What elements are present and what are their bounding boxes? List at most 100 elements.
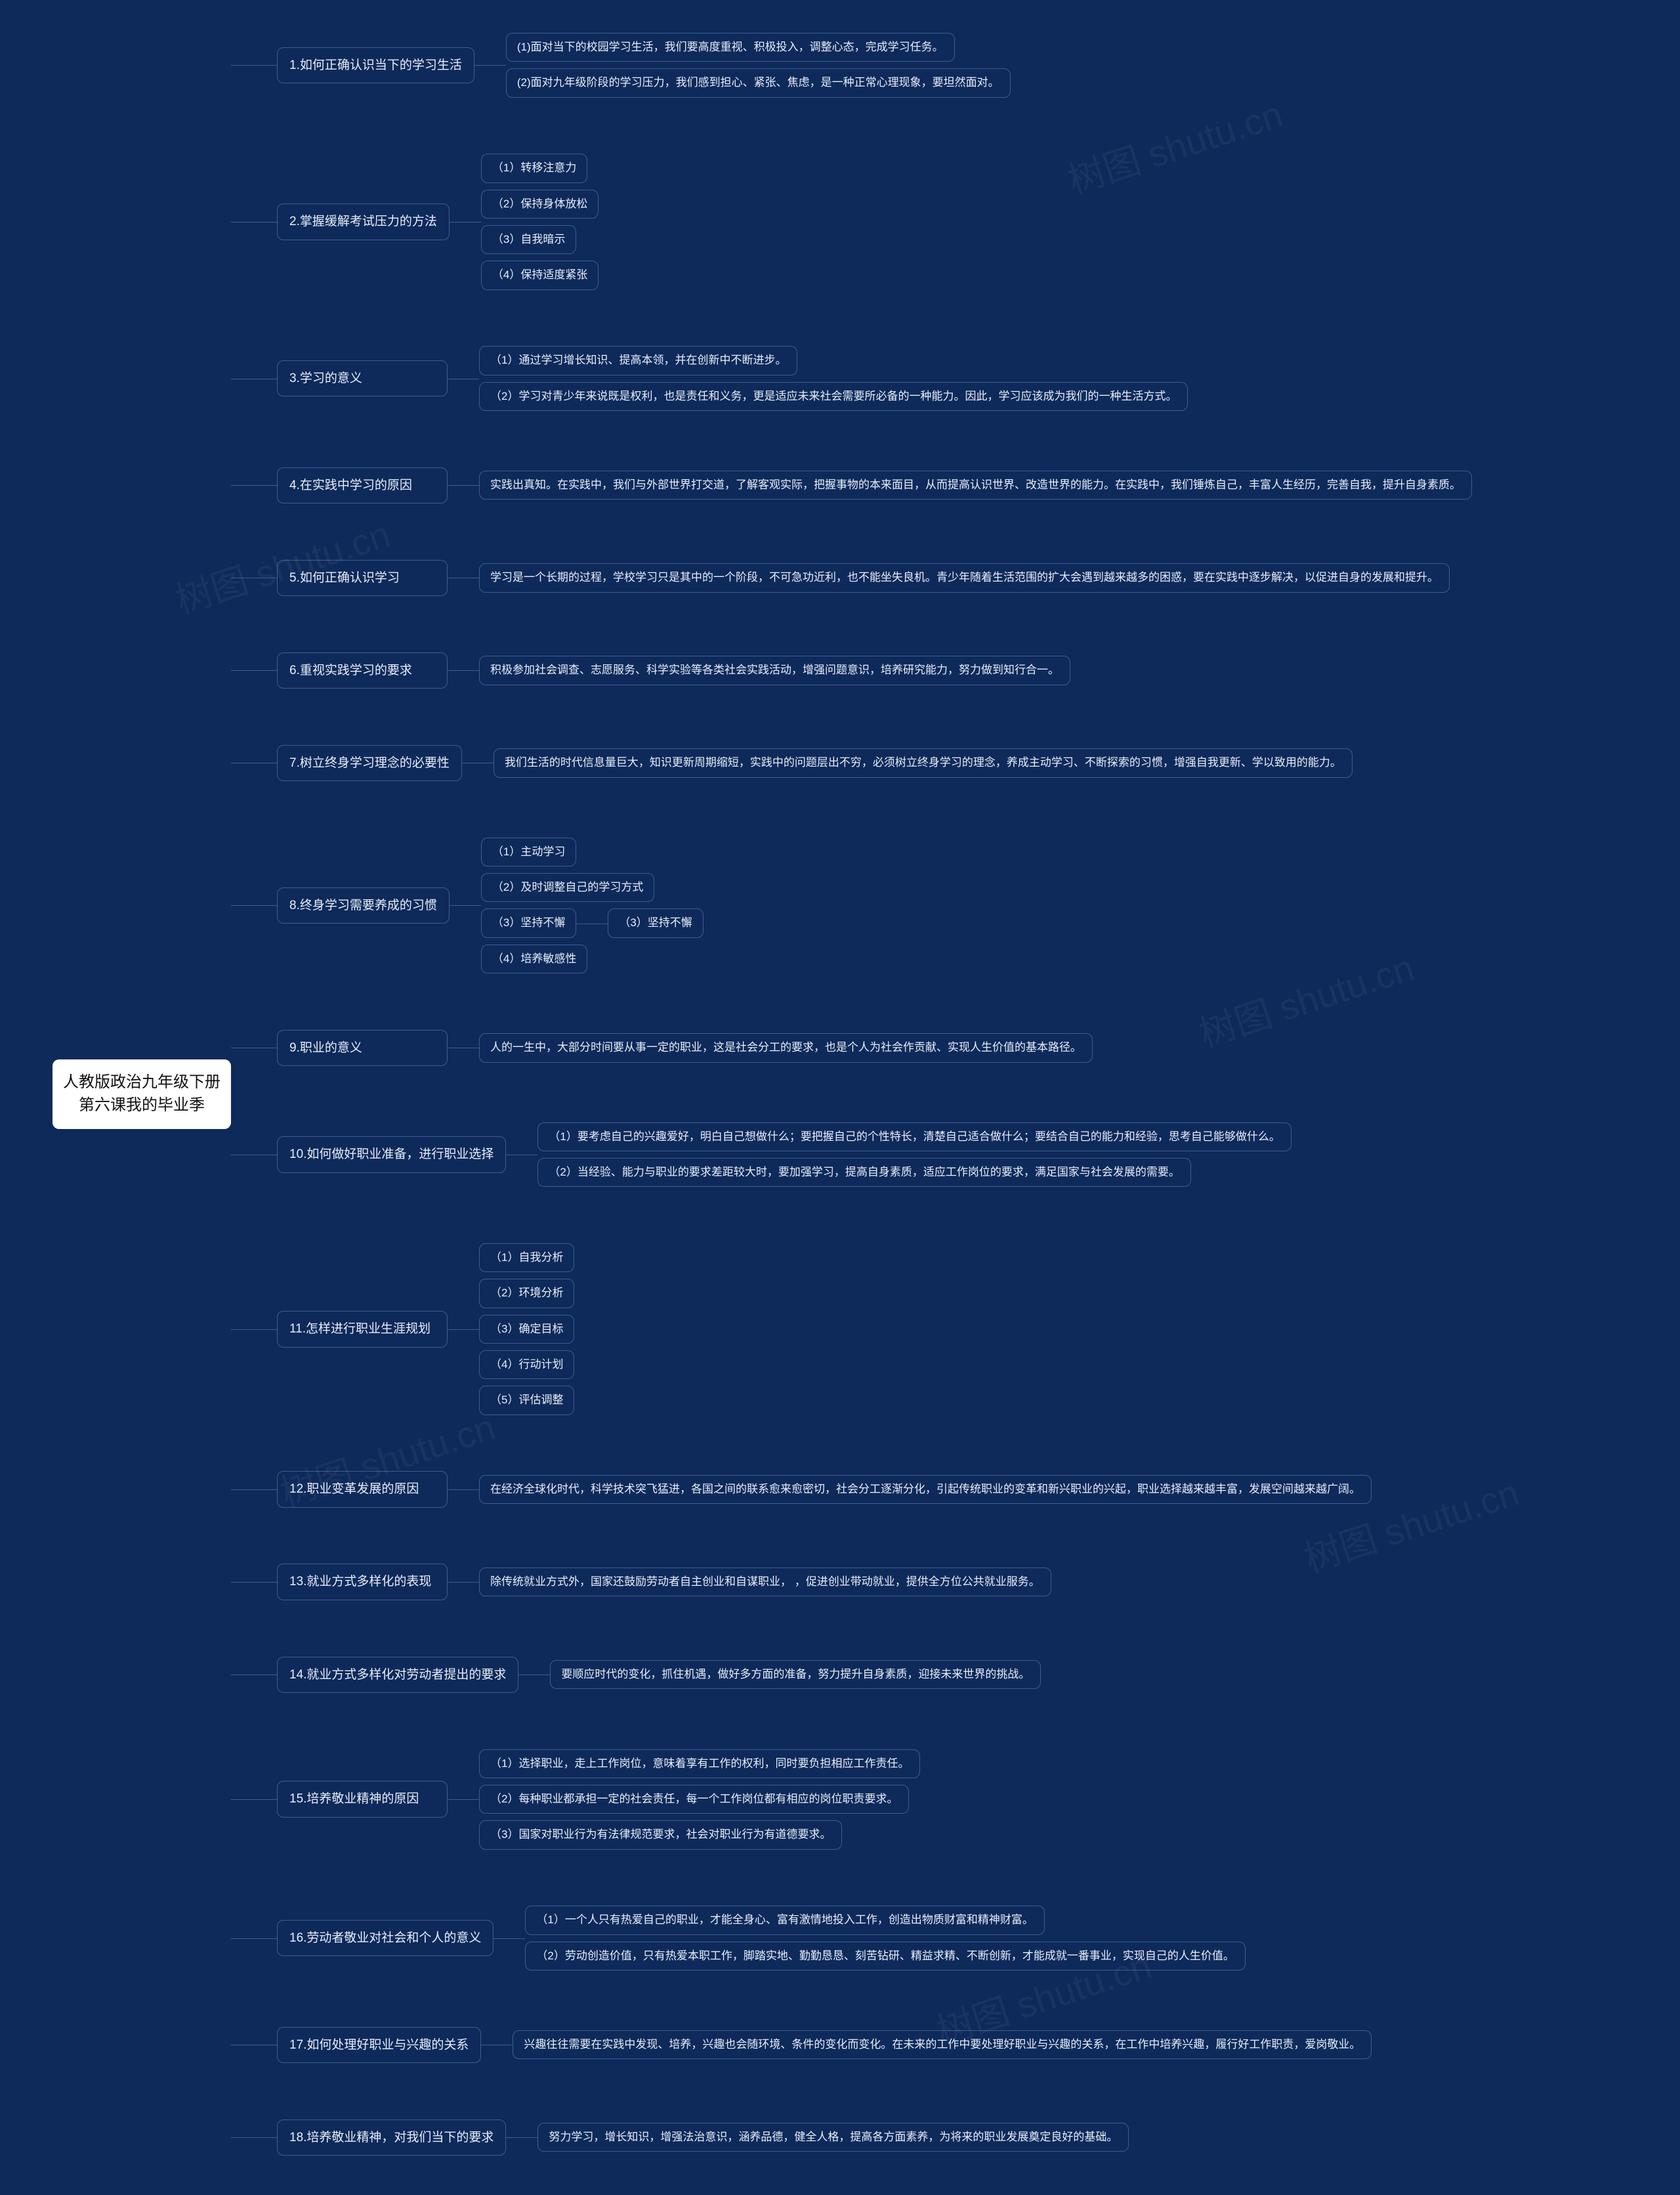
child-node: （5）评估调整 xyxy=(479,1386,574,1415)
child-row: （3）坚持不懈（3）坚持不懈 xyxy=(481,908,704,937)
connector xyxy=(450,838,481,973)
grandchild-node: （3）坚持不懈 xyxy=(608,908,703,937)
child-row: （4）培养敏感性 xyxy=(481,945,704,973)
branch: 5.如何正确认识学习 学习是一个长期的过程，学校学习只是其中的一个阶段，不可急功近… xyxy=(231,560,1641,596)
child-node: （1）转移注意力 xyxy=(481,154,587,182)
section-title: 3.学习的意义 xyxy=(277,360,448,396)
connector xyxy=(231,1122,277,1187)
mindmap: 人教版政治九年级下册 第六课我的毕业季 1.如何正确认识当下的学习生活(1)面对… xyxy=(52,33,1641,2156)
connector xyxy=(231,1030,277,1066)
connector xyxy=(474,33,506,98)
children: 努力学习，增长知识，增强法治意识，涵养品德，健全人格，提高各方面素养，为将来的职… xyxy=(537,2123,1129,2152)
child-node: （3）确定目标 xyxy=(479,1315,574,1344)
branch: 16.劳动者敬业对社会和个人的意义 （1）一个人只有热爱自己的职业，才能全身心、富… xyxy=(231,1906,1641,1971)
connector xyxy=(448,467,479,503)
child-row: 兴趣往往需要在实践中发现、培养，兴趣也会随环境、条件的变化而变化。在未来的工作中… xyxy=(513,2030,1372,2059)
child-row: （1）一个人只有热爱自己的职业，才能全身心、富有激情地投入工作，创造出物质财富和… xyxy=(525,1906,1245,1934)
child-node: （4）行动计划 xyxy=(479,1350,574,1379)
connector xyxy=(448,1243,479,1415)
child-node: （4）培养敏感性 xyxy=(481,945,587,973)
connector xyxy=(231,560,277,596)
child-node: 兴趣往往需要在实践中发现、培养，兴趣也会随环境、条件的变化而变化。在未来的工作中… xyxy=(513,2030,1372,2059)
branch: 10.如何做好职业准备，进行职业选择 （1）要考虑自己的兴趣爱好，明白自己想做什么… xyxy=(231,1122,1641,1187)
connector xyxy=(231,154,277,289)
section-title: 10.如何做好职业准备，进行职业选择 xyxy=(277,1136,506,1172)
child-row: 学习是一个长期的过程，学校学习只是其中的一个阶段，不可急功近利，也不能坐失良机。… xyxy=(479,563,1450,592)
connector xyxy=(576,908,608,937)
section-title: 2.掌握缓解考试压力的方法 xyxy=(277,203,450,240)
children: 除传统就业方式外，国家还鼓励劳动者自主创业和自谋职业， ，促进创业带动就业，提供… xyxy=(479,1567,1051,1596)
connector xyxy=(448,1471,479,1507)
connector xyxy=(448,346,479,411)
grandchild-row: （3）坚持不懈 xyxy=(608,908,703,937)
branch: 3.学习的意义 （1）通过学习增长知识、提高本领，并在创新中不断进步。（2）学习对… xyxy=(231,346,1641,411)
child-node: (1)面对当下的校园学习生活，我们要高度重视、积极投入，调整心态，完成学习任务。 xyxy=(506,33,955,62)
child-node: 积极参加社会调查、志愿服务、科学实验等各类社会实践活动，增强问题意识，培养研究能… xyxy=(479,656,1070,685)
section-title: 16.劳动者敬业对社会和个人的意义 xyxy=(277,1920,494,1956)
child-row: （3）确定目标 xyxy=(479,1315,574,1344)
child-row: 努力学习，增长知识，增强法治意识，涵养品德，健全人格，提高各方面素养，为将来的职… xyxy=(537,2123,1129,2152)
children: （1）转移注意力 （2）保持身体放松 （3）自我暗示 （4）保持适度紧张 xyxy=(481,154,598,289)
connector xyxy=(231,838,277,973)
children: （1）主动学习（2）及时调整自己的学习方式（3）坚持不懈（3）坚持不懈（4）培养… xyxy=(481,838,704,973)
branch: 13.就业方式多样化的表现除传统就业方式外，国家还鼓励劳动者自主创业和自谋职业，… xyxy=(231,1564,1641,1600)
connector xyxy=(450,154,481,289)
child-node: （3）自我暗示 xyxy=(481,225,576,254)
root-line2: 第六课我的毕业季 xyxy=(63,1094,220,1117)
child-row: 我们生活的时代信息量巨大，知识更新周期缩短，实践中的问题层出不穷，必须树立终身学… xyxy=(494,748,1353,777)
branch: 2.掌握缓解考试压力的方法 （1）转移注意力 （2）保持身体放松 （3）自我暗示 （4）… xyxy=(231,154,1641,289)
child-row: （2）学习对青少年来说既是权利，也是责任和义务，更是适应未来社会需要所必备的一种… xyxy=(479,382,1188,411)
branch: 4.在实践中学习的原因 实践出真知。在实践中，我们与外部世界打交道，了解客观实际，… xyxy=(231,467,1641,503)
child-row: （4）保持适度紧张 xyxy=(481,261,598,289)
branch: 6.重视实践学习的要求积极参加社会调查、志愿服务、科学实验等各类社会实践活动，增… xyxy=(231,652,1641,689)
connector xyxy=(231,2120,277,2156)
children: (1)面对当下的校园学习生活，我们要高度重视、积极投入，调整心态，完成学习任务。… xyxy=(506,33,1011,98)
children: 我们生活的时代信息量巨大，知识更新周期缩短，实践中的问题层出不穷，必须树立终身学… xyxy=(494,748,1353,777)
child-row: （2）当经验、能力与职业的要求差距较大时，要加强学习，提高自身素质，适应工作岗位… xyxy=(537,1158,1291,1187)
child-node: 学习是一个长期的过程，学校学习只是其中的一个阶段，不可急功近利，也不能坐失良机。… xyxy=(479,563,1450,592)
branch: 12.职业变革发展的原因 在经济全球化时代，科学技术突飞猛进，各国之间的联系愈来愈… xyxy=(231,1471,1641,1507)
children: （1）通过学习增长知识、提高本领，并在创新中不断进步。（2）学习对青少年来说既是… xyxy=(479,346,1188,411)
children: 在经济全球化时代，科学技术突飞猛进，各国之间的联系愈来愈密切，社会分工逐渐分化，… xyxy=(479,1475,1372,1504)
child-node: （1）主动学习 xyxy=(481,838,576,866)
connector xyxy=(231,1471,277,1507)
child-node: 要顺应时代的变化，抓住机遇，做好多方面的准备，努力提升自身素质，迎接未来世界的挑… xyxy=(550,1660,1041,1689)
child-row: （4）行动计划 xyxy=(479,1350,574,1379)
child-node: （2）每种职业都承担一定的社会责任，每一个工作岗位都有相应的岗位职责要求。 xyxy=(479,1785,909,1814)
child-row: (1)面对当下的校园学习生活，我们要高度重视、积极投入，调整心态，完成学习任务。 xyxy=(506,33,1011,62)
child-row: 在经济全球化时代，科学技术突飞猛进，各国之间的联系愈来愈密切，社会分工逐渐分化，… xyxy=(479,1475,1372,1504)
child-row: （1）主动学习 xyxy=(481,838,704,866)
connector xyxy=(231,1749,277,1850)
connector xyxy=(506,1122,537,1187)
root-line1: 人教版政治九年级下册 xyxy=(63,1071,220,1094)
section-title: 5.如何正确认识学习 xyxy=(277,560,448,596)
children: （1）要考虑自己的兴趣爱好，明白自己想做什么；要把握自己的个性特长，清楚自己适合… xyxy=(537,1122,1291,1187)
root-node: 人教版政治九年级下册 第六课我的毕业季 xyxy=(52,1059,231,1129)
child-row: （1）要考虑自己的兴趣爱好，明白自己想做什么；要把握自己的个性特长，清楚自己适合… xyxy=(537,1122,1291,1151)
children: （1）一个人只有热爱自己的职业，才能全身心、富有激情地投入工作，创造出物质财富和… xyxy=(525,1906,1245,1971)
section-title: 4.在实践中学习的原因 xyxy=(277,467,448,503)
child-row: （2）环境分析 xyxy=(479,1279,574,1308)
child-row: 积极参加社会调查、志愿服务、科学实验等各类社会实践活动，增强问题意识，培养研究能… xyxy=(479,656,1070,685)
connector xyxy=(231,1243,277,1415)
child-row: (2)面对九年级阶段的学习压力，我们感到担心、紧张、焦虑，是一种正常心理现象，要… xyxy=(506,68,1011,97)
child-row: （3）自我暗示 xyxy=(481,225,598,254)
child-row: （1）转移注意力 xyxy=(481,154,598,182)
connector xyxy=(448,1749,479,1850)
connector xyxy=(448,560,479,596)
child-row: （2）保持身体放松 xyxy=(481,190,598,219)
connector xyxy=(231,652,277,689)
child-row: （2）劳动创造价值，只有热爱本职工作，脚踏实地、勤勤恳恳、刻苦钻研、精益求精、不… xyxy=(525,1942,1245,1971)
children: 人的一生中，大部分时间要从事一定的职业，这是社会分工的要求，也是个人为社会作贡献… xyxy=(479,1033,1093,1062)
child-node: (2)面对九年级阶段的学习压力，我们感到担心、紧张、焦虑，是一种正常心理现象，要… xyxy=(506,68,1011,97)
children: 实践出真知。在实践中，我们与外部世界打交道，了解客观实际，把握事物的本来面目，从… xyxy=(479,471,1472,500)
section-title: 12.职业变革发展的原因 xyxy=(277,1471,448,1507)
child-row: （3）国家对职业行为有法律规范要求，社会对职业行为有道德要求。 xyxy=(479,1820,920,1849)
connector xyxy=(231,1564,277,1600)
children: （1）选择职业，走上工作岗位，意味着享有工作的权利，同时要负担相应工作责任。（2… xyxy=(479,1749,920,1850)
section-title: 9.职业的意义 xyxy=(277,1030,448,1066)
child-node: （3）国家对职业行为有法律规范要求，社会对职业行为有道德要求。 xyxy=(479,1820,842,1849)
child-node: （1）一个人只有热爱自己的职业，才能全身心、富有激情地投入工作，创造出物质财富和… xyxy=(525,1906,1044,1934)
connector xyxy=(518,1657,550,1693)
child-row: 除传统就业方式外，国家还鼓励劳动者自主创业和自谋职业， ，促进创业带动就业，提供… xyxy=(479,1567,1051,1596)
